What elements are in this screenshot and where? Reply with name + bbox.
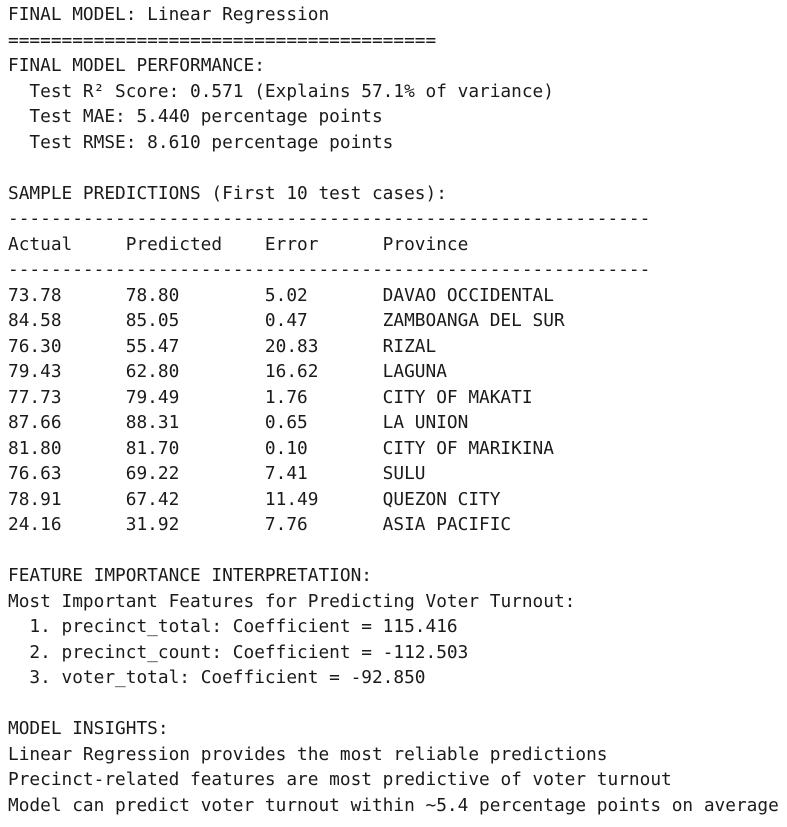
metric: Test RMSE: 8.610 percentage points	[29, 131, 394, 153]
table-cell: 31.92	[125, 514, 180, 535]
table-cell: DAVAO OCCIDENTAL	[382, 284, 554, 306]
table-cell: 7.41	[264, 463, 308, 484]
subheading: Most Important Features for Predicting V…	[8, 590, 576, 612]
table-cell: 20.83	[264, 335, 319, 357]
table-cell: 88.31	[125, 412, 180, 433]
feature-item: 3. voter_total: Coefficient = -92.850	[29, 667, 426, 688]
table-cell: RIZAL	[382, 335, 437, 357]
table-cell: 55.47	[125, 335, 180, 357]
rule: ----------------------------------------…	[8, 259, 651, 280]
rule: ========================================	[8, 29, 437, 51]
blank	[8, 538, 787, 564]
section-heading: FEATURE IMPORTANCE INTERPRETATION:	[8, 565, 372, 586]
table-cell: 77.73	[8, 386, 62, 408]
table-row: 87.66 88.31 0.65 LA UNION	[8, 410, 787, 436]
table-header: Actual Predicted Error Province	[8, 232, 787, 258]
table-row: 24.16 31.92 7.76 ASIA PACIFIC	[8, 512, 787, 538]
table-cell: 62.80	[125, 361, 180, 382]
table-row: 73.78 78.80 5.02 DAVAO OCCIDENTAL	[8, 283, 787, 309]
table-cell: Error	[264, 233, 319, 255]
table-cell: ASIA PACIFIC	[382, 514, 512, 535]
table-cell: 87.66	[8, 412, 62, 433]
metric: Test R² Score: 0.571 (Explains 57.1% of …	[29, 80, 554, 102]
table-cell: 78.80	[125, 284, 180, 306]
table-cell: 79.43	[8, 361, 62, 382]
table-row: 79.43 62.80 16.62 LAGUNA	[8, 359, 787, 385]
table-cell: 81.70	[125, 437, 180, 459]
table-cell: 0.47	[264, 310, 308, 331]
table-cell: CITY OF MAKATI	[382, 386, 533, 408]
section-heading: FINAL MODEL PERFORMANCE:	[8, 55, 265, 76]
blank	[8, 155, 787, 181]
table-cell: 78.91	[8, 488, 62, 510]
table-row: 84.58 85.05 0.47 ZAMBOANGA DEL SUR	[8, 308, 787, 334]
table-cell: LAGUNA	[382, 361, 447, 382]
insight: Linear Regression provides the most reli…	[8, 743, 608, 765]
table-cell: 79.49	[125, 386, 180, 408]
insight: Model can predict voter turnout within ~…	[8, 794, 779, 816]
table-cell: 1.76	[264, 386, 308, 408]
table-row: 78.91 67.42 11.49 QUEZON CITY	[8, 487, 787, 513]
table-cell: 11.49	[264, 488, 319, 510]
table-cell: 0.65	[264, 412, 308, 433]
table-cell: 85.05	[125, 310, 180, 331]
table-cell: CITY OF MARIKINA	[382, 437, 554, 459]
table-cell: LA UNION	[382, 412, 469, 433]
table-cell: Actual	[8, 233, 73, 255]
title: FINAL MODEL: Linear Regression	[8, 4, 330, 25]
table-row: 76.63 69.22 7.41 SULU	[8, 461, 787, 487]
table-cell: 76.63	[8, 463, 62, 484]
table-cell: 16.62	[264, 361, 319, 382]
table-cell: SULU	[382, 463, 426, 484]
table-cell: Predicted	[125, 233, 223, 255]
table-cell: 7.76	[264, 514, 308, 535]
rule: ----------------------------------------…	[8, 208, 651, 229]
section-heading: SAMPLE PREDICTIONS (First 10 test cases)…	[8, 182, 447, 204]
table-row: 77.73 79.49 1.76 CITY OF MAKATI	[8, 385, 787, 411]
feature-item: 1. precinct_total: Coefficient = 115.416	[29, 616, 458, 637]
table-cell: 67.42	[125, 488, 180, 510]
metric: Test MAE: 5.440 percentage points	[29, 106, 383, 127]
table-cell: 24.16	[8, 514, 62, 535]
table-cell: 84.58	[8, 310, 62, 331]
table-cell: 81.80	[8, 437, 62, 459]
blank	[8, 691, 787, 717]
table-row: 76.30 55.47 20.83 RIZAL	[8, 334, 787, 360]
insight: Precinct-related features are most predi…	[8, 769, 672, 790]
table-cell: 5.02	[264, 284, 308, 306]
table-cell: 76.30	[8, 335, 62, 357]
table-cell: 69.22	[125, 463, 180, 484]
section-heading: MODEL INSIGHTS:	[8, 718, 169, 739]
table-cell: QUEZON CITY	[382, 488, 501, 510]
table-row: 81.80 81.70 0.10 CITY OF MARIKINA	[8, 436, 787, 462]
table-cell: ZAMBOANGA DEL SUR	[382, 310, 565, 331]
table-cell: Province	[382, 233, 469, 255]
table-cell: 73.78	[8, 284, 62, 306]
feature-item: 2. precinct_count: Coefficient = -112.50…	[29, 641, 469, 663]
table-cell: 0.10	[264, 437, 308, 459]
